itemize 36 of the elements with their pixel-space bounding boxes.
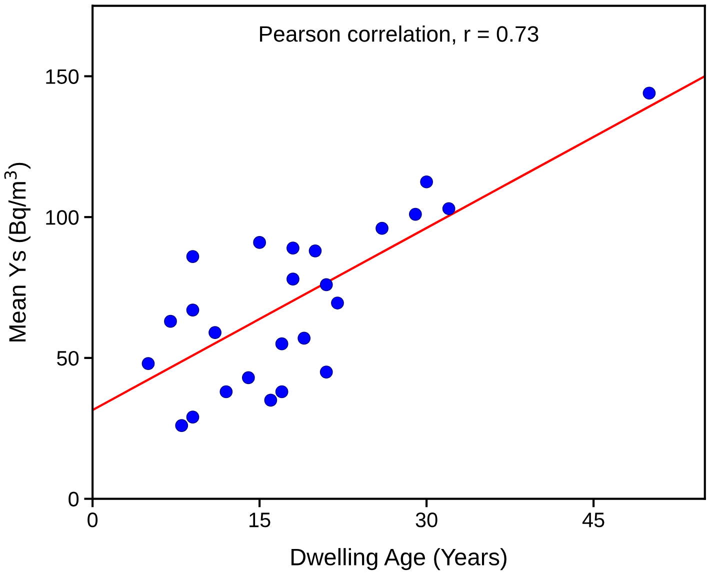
x-tick-label: 30 (416, 512, 438, 528)
point (186, 410, 200, 424)
x-tick-label: 45 (582, 512, 604, 528)
y-tick-label: 100 (46, 210, 79, 225)
point (220, 385, 233, 398)
point (642, 86, 656, 100)
point (408, 208, 422, 221)
point (286, 242, 300, 255)
x-tick-label: 15 (250, 512, 270, 528)
point (142, 357, 155, 370)
point (186, 304, 200, 316)
point (286, 272, 300, 286)
point (298, 332, 311, 345)
point (442, 202, 456, 216)
point (264, 394, 278, 407)
point (253, 236, 266, 249)
point (331, 296, 344, 310)
point (320, 366, 333, 378)
point (186, 250, 200, 263)
point (242, 371, 255, 384)
y-axis-title: Mean Ys (Bq/m$^{3}$) (4, 162, 30, 342)
y-tick-label: 150 (46, 69, 79, 84)
point (175, 419, 188, 432)
point (164, 314, 177, 328)
y-tick-label: 50 (57, 350, 79, 366)
point (208, 326, 222, 340)
point (376, 222, 388, 235)
y-tick-label: 0 (68, 492, 79, 507)
point (275, 385, 288, 398)
x-tick-label: 0 (88, 512, 98, 528)
x-axis-title: Dwelling Age (Years) (292, 548, 506, 570)
annotation: Pearson correlation, r = 0.73 (260, 26, 538, 44)
point (308, 244, 322, 258)
point (275, 337, 288, 350)
point (320, 278, 333, 292)
point (420, 175, 433, 188)
